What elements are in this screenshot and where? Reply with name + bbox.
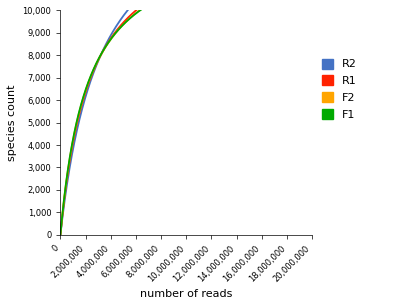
R2 (102, 46, 106, 50)
Line: F2: F2 (60, 0, 312, 235)
F1 (87, 78, 92, 82)
R1 (87, 80, 92, 84)
Line: F1: F1 (60, 0, 312, 235)
Line: R1: R1 (60, 0, 312, 235)
R1 (58, 233, 63, 237)
R2 (87, 84, 92, 87)
F2 (102, 48, 106, 51)
X-axis label: number of reads: number of reads (140, 289, 232, 299)
F1 (154, 0, 159, 2)
R2 (58, 233, 63, 237)
F1 (58, 233, 63, 237)
Legend: R2, R1, F2, F1: R2, R1, F2, F1 (320, 56, 359, 122)
F1 (102, 48, 106, 51)
Y-axis label: species count: species count (7, 84, 17, 161)
F2 (58, 233, 63, 237)
F2 (154, 0, 159, 1)
Line: R2: R2 (60, 0, 312, 235)
R1 (102, 47, 106, 51)
F2 (87, 79, 92, 82)
